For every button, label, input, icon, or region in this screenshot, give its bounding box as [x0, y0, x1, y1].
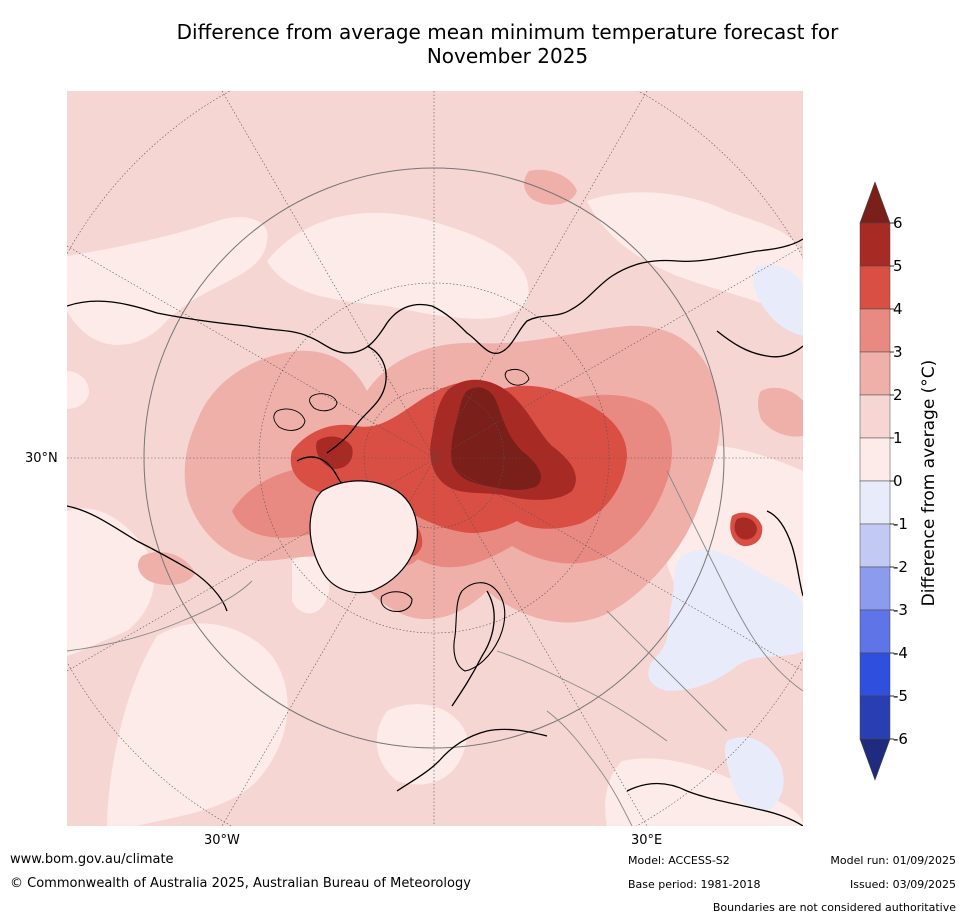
- boundaries-disclaimer: Boundaries are not considered authoritat…: [712, 901, 956, 914]
- lon-label-30e: 30°E: [631, 833, 663, 848]
- colorbar-tick-label: 3: [893, 343, 903, 361]
- anomaly-neg-regions: [648, 264, 803, 812]
- greenland-outline: [309, 480, 418, 594]
- colorbar-swatches: [859, 181, 891, 781]
- colorbar-tick-label: 6: [893, 214, 903, 232]
- colorbar-swatch: [859, 394, 891, 439]
- iceland-outline: [380, 591, 413, 612]
- website-link[interactable]: www.bom.gov.au/climate: [10, 852, 174, 867]
- colorbar-extend-bottom: [859, 738, 891, 781]
- colorbar-ticks: 6 5 4 3 2 1 0 -1 -2 -3 -4 -5 -6: [890, 214, 908, 748]
- colorbar-swatch: [859, 351, 891, 396]
- country-borders: [67, 470, 803, 826]
- colorbar-tick-label: -5: [893, 687, 908, 705]
- lon-label-30w: 30°W: [204, 833, 240, 848]
- colorbar-swatch: [859, 566, 891, 611]
- colorbar-tick-label: 2: [893, 386, 903, 404]
- lat-label-30n: 30°N: [25, 451, 58, 466]
- arctic-islands: [273, 368, 530, 431]
- scandinavia-outline: [453, 582, 506, 672]
- colorbar-swatch: [859, 523, 891, 568]
- colorbar-swatch: [859, 695, 891, 740]
- colorbar-swatch: [859, 265, 891, 310]
- base-period: Base period: 1981-2018: [628, 878, 761, 891]
- colorbar-tick-label: 4: [893, 300, 903, 318]
- colorbar-swatch: [859, 652, 891, 697]
- colorbar-swatch: [859, 609, 891, 654]
- colorbar-tick-label: 5: [893, 257, 903, 275]
- model-run-date: Model run: 01/09/2025: [830, 854, 956, 867]
- colorbar-tick-label: -1: [893, 515, 908, 533]
- colorbar-tick-label: -2: [893, 558, 908, 576]
- chart-title: Difference from average mean minimum tem…: [176, 20, 839, 68]
- map-svg: [67, 91, 803, 826]
- colorbar-tick-label: 0: [893, 472, 903, 490]
- arctic-circle-line: [143, 167, 725, 749]
- colorbar-label: Difference from average (°C): [919, 359, 939, 607]
- colorbar-tick-label: -4: [893, 644, 908, 662]
- colorbar: 6 5 4 3 2 1 0 -1 -2 -3 -4 -5 -6: [859, 181, 908, 781]
- colorbar-swatch: [859, 437, 891, 482]
- forecast-map: [67, 91, 803, 826]
- model-name: Model: ACCESS-S2: [628, 854, 730, 867]
- colorbar-swatch: [859, 308, 891, 353]
- colorbar-tick-label: -6: [893, 730, 908, 748]
- copyright-text: © Commonwealth of Australia 2025, Austra…: [10, 876, 471, 891]
- coastlines: [67, 238, 803, 826]
- colorbar-tick-label: -3: [893, 601, 908, 619]
- colorbar-swatch: [859, 480, 891, 525]
- colorbar-tick-label: 1: [893, 429, 903, 447]
- colorbar-swatch: [859, 222, 891, 267]
- colorbar-extend-top: [859, 181, 891, 224]
- issued-date: Issued: 03/09/2025: [849, 878, 956, 891]
- anomaly-gt6-regions: [451, 387, 542, 490]
